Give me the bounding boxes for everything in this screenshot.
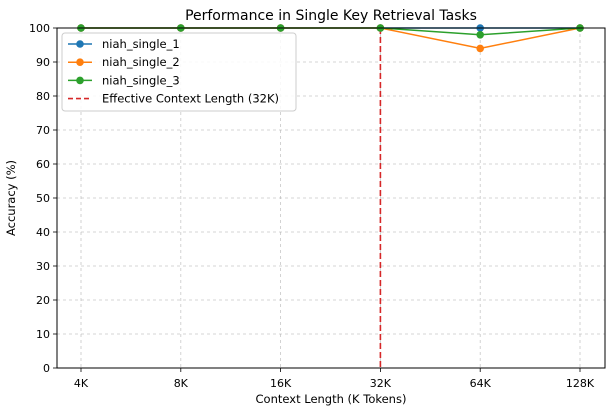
y-tick-label: 80 [36, 90, 50, 103]
chart-title: Performance in Single Key Retrieval Task… [185, 8, 477, 24]
legend-marker [76, 58, 84, 66]
y-tick-label: 90 [36, 56, 50, 69]
y-tick-label: 100 [29, 22, 50, 35]
y-axis-label: Accuracy (%) [4, 160, 18, 236]
x-tick-label: 64K [470, 377, 492, 390]
x-tick-label: 32K [370, 377, 392, 390]
data-point [476, 44, 485, 53]
y-tick-label: 70 [36, 124, 50, 137]
y-tick-label: 30 [36, 260, 50, 273]
legend-label: Effective Context Length (32K) [102, 92, 279, 106]
legend-item: niah_single_1 [68, 37, 180, 51]
legend-marker [76, 40, 84, 48]
y-tick-label: 0 [43, 362, 50, 375]
y-tick-label: 50 [36, 192, 50, 205]
x-tick-label: 128K [566, 377, 595, 390]
legend-marker [76, 76, 84, 85]
x-axis-label: Context Length (K Tokens) [256, 392, 407, 406]
legend-item: Effective Context Length (32K) [68, 92, 279, 106]
legend-label: niah_single_3 [102, 73, 180, 87]
legend-item: niah_single_3 [68, 73, 180, 87]
y-tick-label: 10 [36, 328, 50, 341]
legend-label: niah_single_1 [102, 37, 180, 51]
x-tick-label: 4K [74, 377, 89, 390]
data-point [476, 31, 485, 39]
legend-box [61, 32, 297, 112]
legend-label: niah_single_2 [102, 55, 180, 69]
legend: niah_single_1 niah_single_2 niah_single_3 E… [61, 32, 297, 112]
y-tick-label: 40 [36, 226, 50, 239]
y-axis-ticks: 0 10 20 30 40 50 60 70 80 90 100 [29, 22, 57, 375]
y-tick-label: 20 [36, 294, 50, 307]
y-tick-label: 60 [36, 158, 50, 171]
x-tick-label: 16K [270, 377, 292, 390]
x-tick-label: 8K [174, 377, 189, 390]
legend-item: niah_single_2 [68, 55, 180, 69]
x-axis-ticks: 4K 8K 16K 32K 64K 128K [74, 368, 595, 390]
